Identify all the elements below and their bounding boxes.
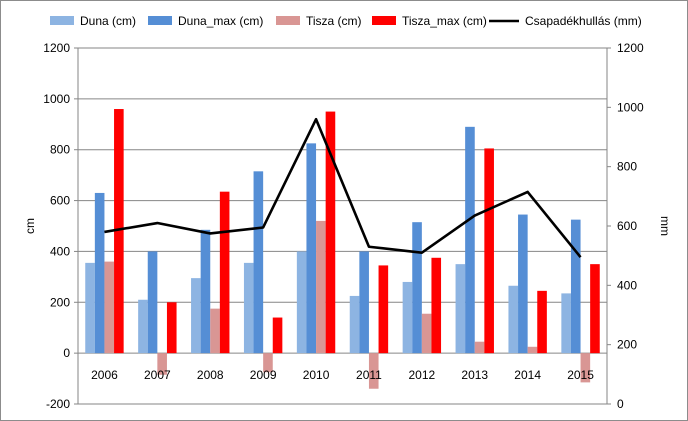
- bar-tisza-cm: [210, 308, 220, 354]
- left-tick-label: 0: [63, 346, 70, 360]
- bar-tisza-max-cm: [537, 290, 547, 354]
- left-tick-label: 1200: [43, 41, 70, 55]
- left-axis-title: cm: [23, 218, 37, 234]
- legend: Duna (cm) Duna_max (cm) Tisza (cm) Tisza_ma…: [50, 14, 642, 28]
- bar-tisza-max-cm: [484, 148, 494, 354]
- bar-tisza-cm: [157, 353, 167, 375]
- category-label: 2010: [303, 368, 330, 382]
- left-tick-label: -200: [46, 397, 70, 411]
- left-tick-label: 600: [50, 194, 70, 208]
- precipitation-line: [104, 117, 582, 258]
- category-label: 2014: [514, 368, 541, 382]
- left-tick-label: 800: [50, 143, 70, 157]
- category-label: 2007: [144, 368, 171, 382]
- legend-swatch: [372, 16, 396, 25]
- bar-tisza-max-cm: [219, 191, 230, 354]
- bar-duna-max-cm: [253, 171, 264, 354]
- legend-label: Duna (cm): [80, 14, 136, 28]
- bar-tisza-cm: [527, 346, 538, 354]
- bar-tisza-max-cm: [590, 264, 600, 354]
- bar-duna-max-cm: [465, 126, 475, 354]
- bar-duna-cm: [138, 299, 148, 354]
- bar-tisza-cm: [421, 313, 432, 354]
- left-tick-label: 400: [50, 244, 70, 258]
- bar-tisza-max-cm: [378, 265, 389, 354]
- bar-tisza-cm: [104, 261, 115, 354]
- legend-label: Csapadékhullás (mm): [525, 14, 642, 28]
- axes: -200 0 200 400 600 800 1000 1200 0 200 400 600 800 10…: [23, 41, 672, 411]
- right-tick-label: 0: [617, 397, 624, 411]
- bar-tisza-max-cm: [325, 111, 336, 354]
- bar-duna-cm: [402, 281, 413, 354]
- legend-swatch: [276, 16, 300, 25]
- bars: [85, 109, 600, 389]
- bar-duna-cm: [455, 264, 466, 354]
- bar-duna-max-cm: [200, 229, 211, 354]
- bar-duna-max-cm: [147, 251, 158, 354]
- line-series-csapadekhullas: [104, 117, 582, 258]
- bar-tisza-cm: [474, 341, 485, 354]
- category-label: 2013: [461, 368, 488, 382]
- bar-duna-max-cm: [570, 219, 581, 354]
- category-label: 2006: [91, 368, 118, 382]
- bar-tisza-max-cm: [166, 302, 177, 354]
- legend-swatch: [50, 16, 74, 25]
- category-label: 2015: [567, 368, 594, 382]
- category-label: 2009: [250, 368, 277, 382]
- right-tick-label: 800: [617, 160, 637, 174]
- bar-tisza-max-cm: [431, 257, 442, 354]
- bar-tisza-max-cm: [114, 109, 124, 354]
- legend-swatch: [148, 16, 172, 25]
- right-tick-label: 1000: [617, 100, 644, 114]
- category-label: 2012: [408, 368, 435, 382]
- bar-duna-cm: [508, 285, 519, 354]
- bar-tisza-cm: [263, 353, 273, 373]
- bar-duna-max-cm: [359, 251, 369, 354]
- category-label: 2008: [197, 368, 224, 382]
- bar-duna-max-cm: [518, 214, 528, 354]
- bar-duna-max-cm: [412, 222, 422, 354]
- right-tick-label: 600: [617, 219, 637, 233]
- bar-duna-max-cm: [306, 143, 317, 354]
- bar-duna-max-cm: [94, 192, 105, 354]
- right-tick-label: 1200: [617, 41, 644, 55]
- bar-duna-cm: [191, 278, 201, 354]
- bar-tisza-cm: [316, 220, 326, 354]
- bar-duna-cm: [561, 293, 571, 354]
- legend-label: Tisza (cm): [306, 14, 362, 28]
- right-tick-label: 200: [617, 338, 637, 352]
- legend-label: Duna_max (cm): [178, 14, 263, 28]
- bar-duna-cm: [243, 262, 254, 354]
- bar-duna-cm: [296, 251, 307, 354]
- bar-tisza-cm: [368, 353, 379, 389]
- bar-duna-cm: [349, 295, 360, 354]
- bar-duna-cm: [85, 262, 95, 354]
- bar-tisza-cm: [580, 353, 591, 383]
- left-tick-label: 200: [50, 295, 70, 309]
- legend-label: Tisza_max (cm): [402, 14, 487, 28]
- category-label: 2011: [356, 368, 382, 382]
- right-axis-title: mm: [658, 216, 672, 236]
- bar-tisza-max-cm: [272, 317, 283, 354]
- right-tick-label: 400: [617, 278, 637, 292]
- left-tick-label: 1000: [43, 92, 70, 106]
